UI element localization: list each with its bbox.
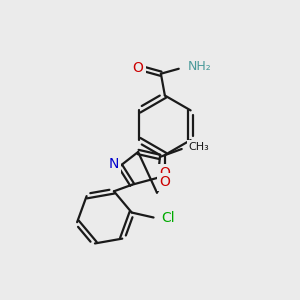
Text: Cl: Cl bbox=[161, 212, 175, 226]
Text: O: O bbox=[159, 166, 170, 180]
Text: O: O bbox=[133, 61, 143, 75]
Text: CH₃: CH₃ bbox=[189, 142, 209, 152]
Text: O: O bbox=[159, 175, 170, 189]
Text: N: N bbox=[108, 157, 118, 171]
Text: NH₂: NH₂ bbox=[188, 60, 212, 73]
